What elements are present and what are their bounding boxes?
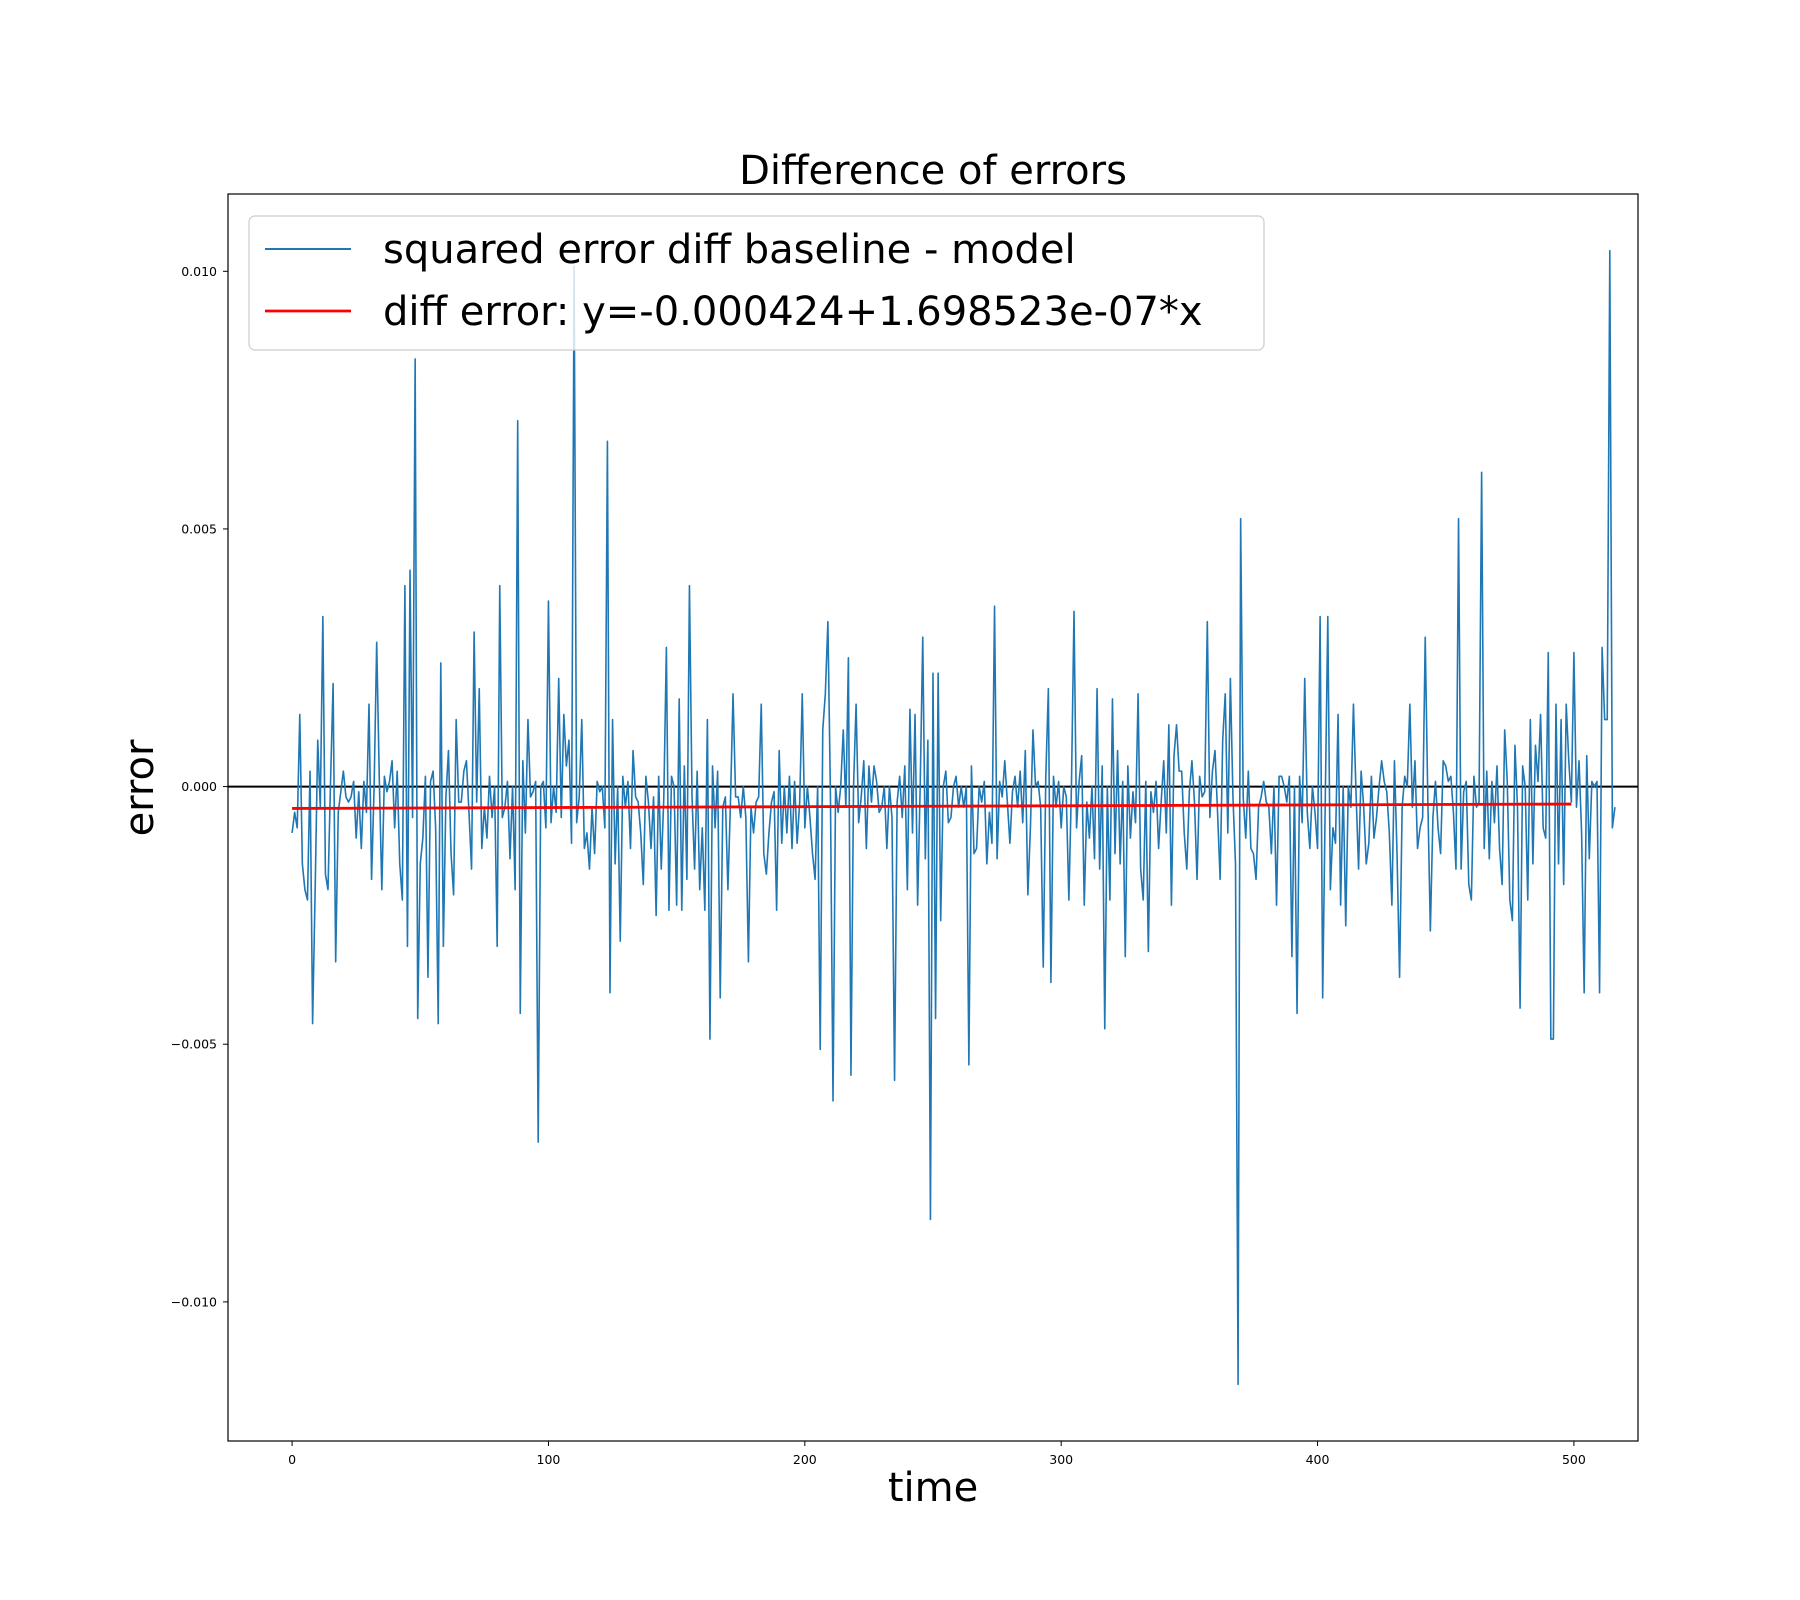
x-tick-label: 400 (1306, 1452, 1330, 1467)
legend-box (248, 215, 1265, 351)
series-squared-error-diff-line (291, 249, 1616, 1386)
y-tick-label: −0.010 (171, 1294, 217, 1309)
x-tick-label: 100 (537, 1452, 561, 1467)
y-tick-label: 0.000 (181, 779, 217, 794)
x-axis-label: time (888, 1465, 978, 1511)
y-tick-label: 0.005 (181, 521, 217, 536)
y-axis-label: error (117, 739, 163, 836)
chart-title: Difference of errors (739, 148, 1127, 194)
legend: squared error diff baseline - model diff… (248, 215, 1265, 351)
x-tick-label: 200 (793, 1452, 817, 1467)
y-axis: −0.010 −0.005 0.000 0.005 0.010 (171, 264, 228, 1309)
y-tick-label: −0.005 (171, 1037, 217, 1052)
series-diff-error-fit-line (292, 802, 1572, 810)
legend-label-diff-error-fit: diff error: y=-0.000424+1.698523e-07*x (383, 289, 1203, 335)
plot-area (227, 193, 1639, 1442)
x-axis: 0 100 200 300 400 500 (288, 1441, 1586, 1467)
x-tick-label: 0 (288, 1452, 296, 1467)
legend-label-squared-error-diff: squared error diff baseline - model (383, 227, 1076, 273)
x-tick-label: 500 (1562, 1452, 1586, 1467)
y-tick-label: 0.010 (181, 264, 217, 279)
x-tick-label: 300 (1049, 1452, 1073, 1467)
plot-frame (227, 193, 1639, 1442)
